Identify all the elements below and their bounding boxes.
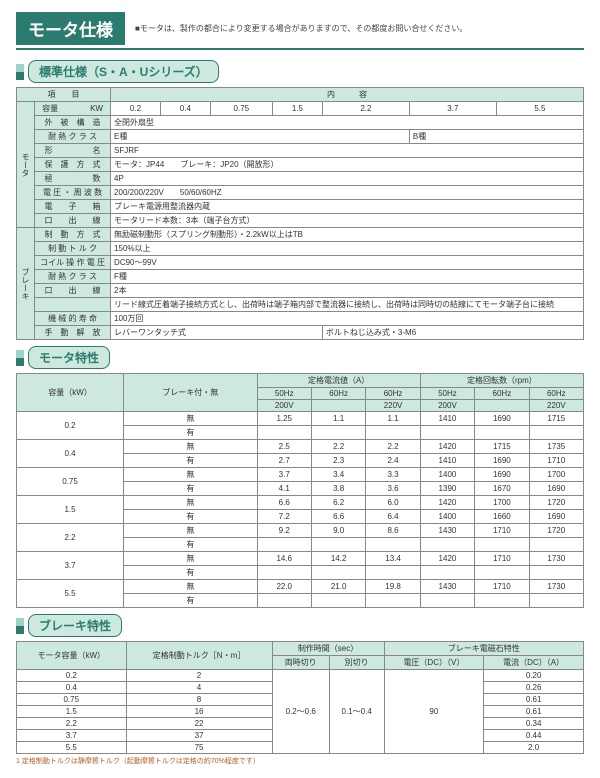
flag-icon: [16, 350, 24, 366]
flag-icon: [16, 618, 24, 634]
title-bar: モータ仕様 ■モータは、製作の都合により変更する場合がありますので、その都度お問…: [16, 12, 584, 50]
spec-table: 項 目内 容モータ容量 KW0.20.40.751.52.23.75.5外 被 …: [16, 87, 584, 340]
sec2-label: モータ特性: [28, 346, 110, 369]
sec1-label: 標準仕様（S・A・Uシリーズ）: [28, 60, 219, 83]
sec2-head: モータ特性: [16, 346, 584, 369]
footnote: 1 定格制動トルクは静摩擦トルク（起動摩擦トルクは定格の約70%程度です）: [16, 756, 584, 766]
sec3-label: ブレーキ特性: [28, 614, 122, 637]
title-note: ■モータは、製作の都合により変更する場合がありますので、その都度お問い合せくださ…: [135, 23, 467, 34]
sec1-head: 標準仕様（S・A・Uシリーズ）: [16, 60, 584, 83]
flag-icon: [16, 64, 24, 80]
brake-char-table: モータ容量（kW）定格制動トルク［N・m］制作時間（sec）ブレーキ電磁石特性両…: [16, 641, 584, 754]
motor-char-table: 容量（kW）ブレーキ付・無定格電流値（A）定格回転数（rpm）50Hz60Hz6…: [16, 373, 584, 608]
page-title: モータ仕様: [16, 12, 125, 45]
sec3-head: ブレーキ特性: [16, 614, 584, 637]
